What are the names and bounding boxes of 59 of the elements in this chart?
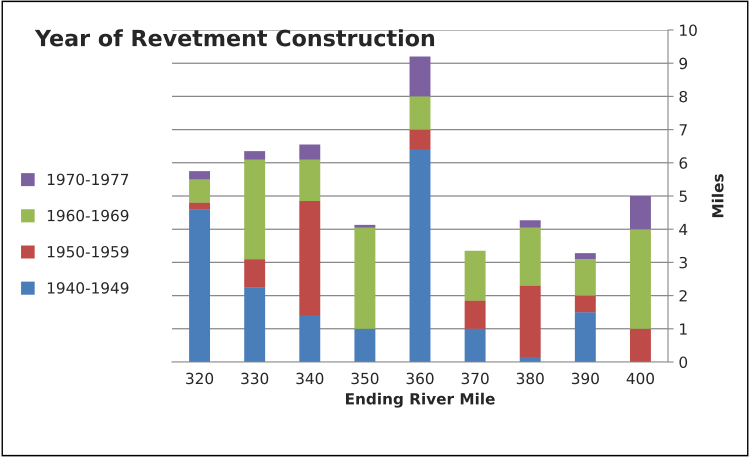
x-axis-title: Ending River Mile (346, 392, 495, 408)
bar (354, 228, 376, 329)
bar (189, 179, 210, 203)
bar (189, 171, 210, 180)
x-tick-label: 400 (626, 372, 654, 384)
bar (299, 316, 320, 362)
bar (464, 300, 486, 329)
bar (299, 159, 320, 201)
x-tick-label: 350 (351, 372, 378, 384)
legend-label: 1940-1949 (48, 282, 128, 294)
bar (299, 200, 320, 316)
x-tick-label: 390 (572, 372, 599, 384)
bar (244, 287, 266, 362)
bar (464, 250, 486, 301)
x-tick-label: 380 (516, 372, 544, 384)
y-tick-label: 10 (680, 24, 697, 36)
legend-label: 1970-1977 (48, 174, 128, 186)
bar (189, 202, 210, 210)
bar (464, 328, 486, 362)
bar (244, 151, 266, 160)
bar (630, 196, 651, 230)
bar (410, 130, 430, 150)
y-tick-label: 0 (679, 356, 688, 368)
bar (354, 224, 376, 228)
bar (244, 259, 266, 288)
x-tick-label: 320 (186, 372, 214, 384)
y-tick-label: 7 (680, 124, 687, 136)
y-tick-label: 6 (679, 157, 688, 169)
legend-label: 1960-1969 (48, 210, 128, 222)
bar (189, 209, 210, 362)
bar (520, 220, 541, 228)
bar (299, 144, 320, 160)
bar (630, 328, 651, 362)
y-tick-label: 2 (680, 290, 687, 302)
y-axis-title: Miles (712, 174, 724, 218)
chart-title: Year of Revetment Construction (34, 29, 434, 46)
bar (574, 296, 596, 312)
bar (520, 228, 541, 286)
bar (244, 159, 266, 260)
bar (630, 229, 651, 329)
y-tick-label: 1 (680, 323, 687, 335)
bar (574, 312, 596, 362)
bar (410, 150, 430, 362)
x-tick-label: 340 (296, 372, 324, 384)
bar (410, 56, 430, 96)
y-tick-label: 8 (679, 90, 688, 102)
y-tick-label: 4 (679, 224, 688, 236)
x-tick-label: 330 (241, 372, 268, 384)
y-tick-label: 9 (679, 58, 688, 70)
x-tick-label: 370 (462, 372, 489, 384)
legend-label: 1950-1959 (48, 246, 128, 258)
y-tick-label: 5 (680, 190, 687, 202)
bar (574, 253, 596, 260)
bar (574, 259, 596, 296)
bar (410, 96, 430, 130)
bar (520, 286, 541, 358)
y-tick-label: 3 (680, 256, 687, 268)
bar (354, 328, 376, 362)
x-tick-label: 360 (406, 372, 434, 384)
